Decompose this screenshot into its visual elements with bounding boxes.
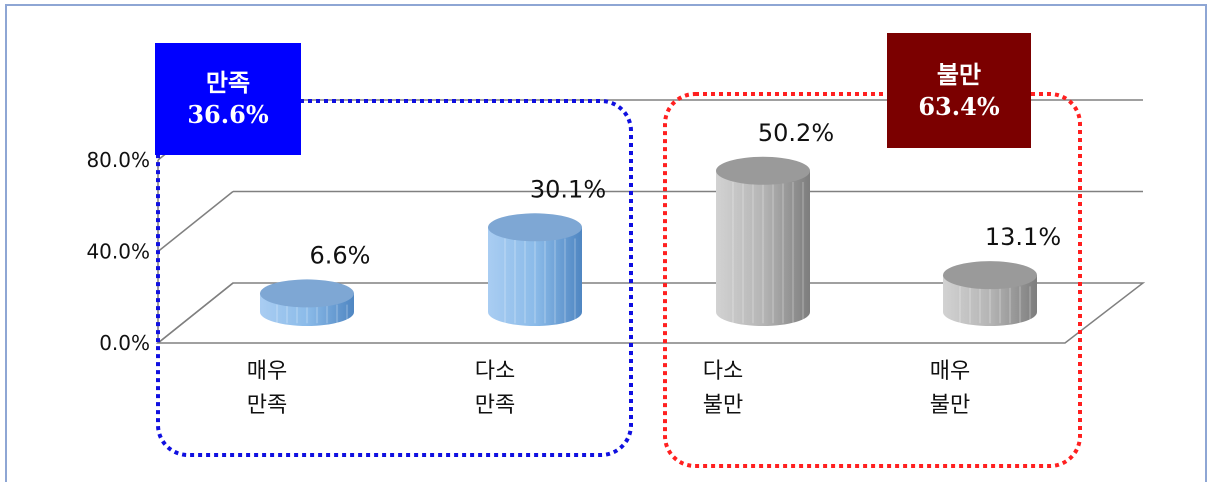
y-axis: 0.0% 40.0% 80.0% (86, 148, 150, 355)
bar-top (716, 157, 810, 185)
bar-3 (716, 157, 810, 326)
dissatisfied-group-value: 63.4% (918, 91, 999, 123)
dissatisfied-group-name: 불만 (937, 59, 981, 91)
x-axis: 매우 만족 다소 만족 다소 불만 매우 불만 (247, 359, 970, 418)
satisfied-group-value: 36.6% (187, 99, 268, 131)
gridline-side (158, 283, 233, 343)
category-label-3: 다소 불만 (703, 359, 743, 418)
bar-top (488, 213, 582, 241)
data-label-1: 6.6% (310, 241, 371, 269)
y-tick-label: 0.0% (99, 331, 150, 355)
data-label-3: 50.2% (758, 119, 834, 147)
gridline-side (158, 192, 233, 252)
category-label-1: 매우 만족 (247, 359, 287, 418)
data-label-2: 30.1% (530, 175, 606, 203)
bar-1 (260, 279, 354, 326)
bar-top (260, 279, 354, 307)
category-label-4: 매우 불만 (930, 359, 970, 418)
bar-2 (488, 213, 582, 326)
y-tick-label: 80.0% (86, 148, 150, 172)
bar-top (943, 261, 1037, 289)
dissatisfied-group-box: 불만 63.4% (887, 33, 1031, 148)
category-label-2: 다소 만족 (475, 359, 515, 418)
satisfied-group-box: 만족 36.6% (155, 43, 301, 155)
bars (260, 157, 1037, 326)
y-tick-label: 40.0% (86, 240, 150, 264)
bar-4 (943, 261, 1037, 326)
data-label-4: 13.1% (985, 223, 1061, 251)
satisfied-group-name: 만족 (206, 67, 250, 99)
